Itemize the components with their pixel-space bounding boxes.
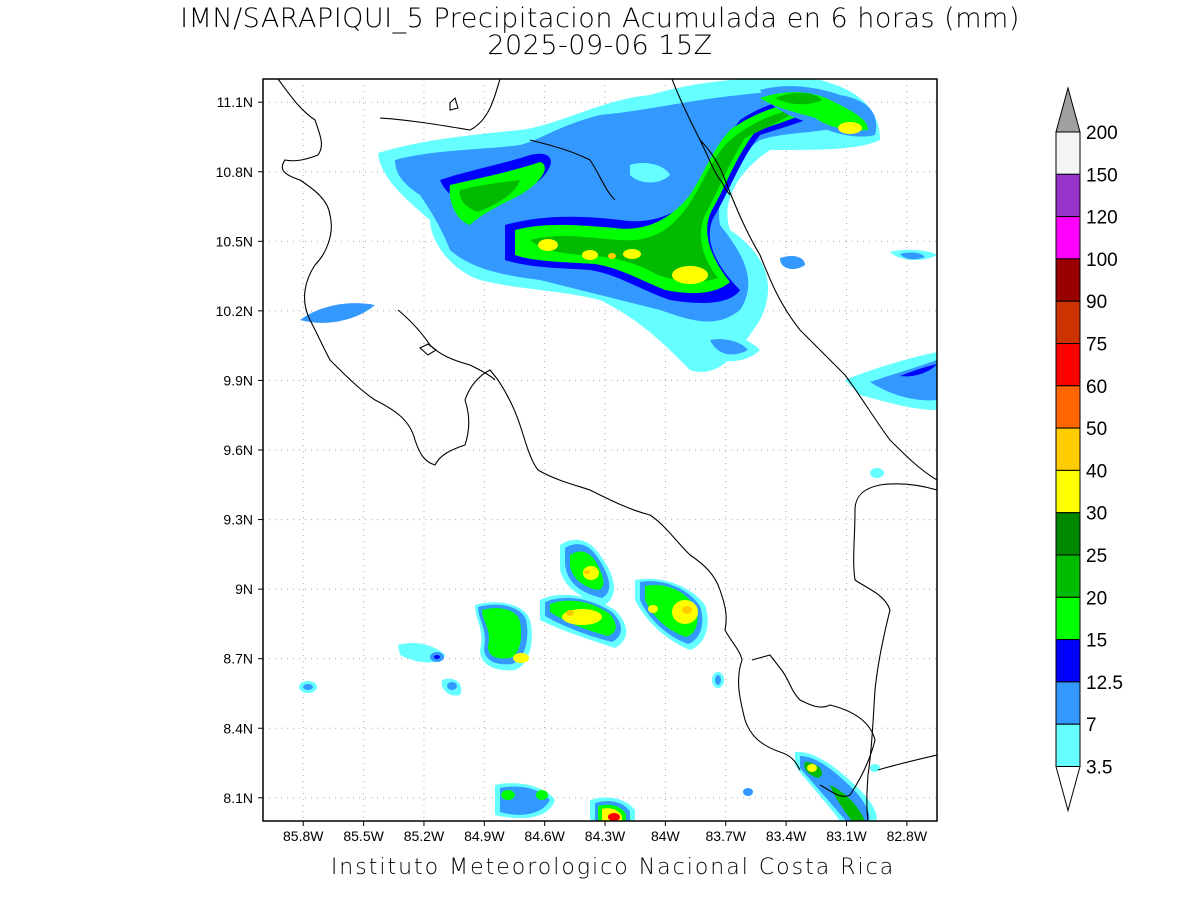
- river-sanjuan: [699, 139, 731, 196]
- lat-label: 8.4N: [223, 720, 253, 736]
- lon-label: 85.2W: [404, 828, 445, 844]
- colorbar-segment: [1055, 723, 1081, 768]
- lon-label: 84.6W: [524, 828, 565, 844]
- longitude-labels: 85.8W 85.5W 85.2W 84.9W 84.6W 84.3W 84W 83.7W 83…: [283, 828, 928, 844]
- colorbar-segment: [1055, 681, 1081, 725]
- lat-label: 10.2N: [216, 303, 253, 319]
- colorbar-level-label: 120: [1086, 208, 1118, 229]
- nicaragua-lake-shore: [529, 139, 616, 201]
- colorbar-level-label: 150: [1086, 165, 1118, 186]
- colorbar-legend: 200 150 120 100 90 75 60 50 40 30 25 20 15 12.5 7 3.5: [1055, 86, 1123, 813]
- lon-label: 84.9W: [464, 828, 505, 844]
- coastlines: [277, 79, 937, 821]
- colorbar-level-label: 40: [1086, 461, 1107, 482]
- colorbar-level-label: 20: [1086, 588, 1107, 609]
- map-datetime: 2025-09-06 15Z: [487, 30, 713, 61]
- lon-label: 84.3W: [585, 828, 626, 844]
- colorbar-segment: [1055, 343, 1081, 387]
- colorbar-level-label: 60: [1086, 377, 1107, 398]
- colorbar-segment: [1055, 131, 1081, 175]
- colorbar-segment: [1055, 596, 1081, 641]
- lat-label: 9.9N: [223, 372, 253, 388]
- lon-label: 85.8W: [283, 828, 324, 844]
- colorbar-top-arrow: [1055, 86, 1081, 133]
- pacific-coast-south: [738, 659, 801, 771]
- colorbar-level-label: 7: [1086, 715, 1097, 736]
- rain-area-north: [300, 79, 937, 372]
- colorbar-segment: [1055, 554, 1081, 598]
- panama-coast: [877, 754, 937, 771]
- colorbar-bottom-arrow: [1055, 766, 1081, 813]
- lat-label: 8.7N: [223, 651, 253, 667]
- pacific-coast-north: [277, 79, 743, 661]
- lon-label: 83.1W: [826, 828, 867, 844]
- lake-island: [449, 96, 459, 111]
- axis-ticks: [258, 101, 908, 826]
- nicaragua-border: [379, 79, 501, 131]
- map-title: IMN/SARAPIQUI_5 Precipitacion Acumulada …: [180, 3, 1020, 34]
- rain-area-south: [299, 539, 880, 821]
- lat-label: 10.8N: [216, 164, 253, 180]
- colorbar-level-label: 30: [1086, 504, 1107, 525]
- institution-credit: Instituto Meteorologico Nacional Costa R…: [330, 855, 896, 880]
- colorbar-level-label: 100: [1086, 250, 1118, 271]
- caribbean-coast: [671, 79, 937, 481]
- lat-label: 9N: [235, 581, 253, 597]
- lon-label: 85.5W: [343, 828, 384, 844]
- colorbar-segment: [1055, 427, 1081, 471]
- latitude-labels: 11.1N 10.8N 10.5N 10.2N 9.9N 9.6N 9.3N 9N 8.7N 8.…: [216, 94, 253, 806]
- lat-label: 8.1N: [223, 790, 253, 806]
- precipitation-field: [299, 79, 937, 821]
- colorbar-segment: [1055, 385, 1081, 429]
- lon-label: 83.4W: [766, 828, 807, 844]
- colorbar-level-label: 15: [1086, 631, 1107, 652]
- colorbar-segment: [1055, 258, 1081, 302]
- colorbar-level-label: 12.5: [1086, 673, 1123, 694]
- colorbar-segment: [1055, 512, 1081, 556]
- colorbar-level-label: 3.5: [1086, 758, 1112, 779]
- panama-border: [853, 483, 937, 821]
- colorbar-level-label: 200: [1086, 123, 1118, 144]
- colorbar-level-label: 75: [1086, 335, 1107, 356]
- colorbar-segment: [1055, 216, 1081, 260]
- colorbar-segment: [1055, 639, 1081, 683]
- colorbar-segment: [1055, 300, 1081, 345]
- lat-label: 10.5N: [216, 233, 253, 249]
- lat-label: 9.3N: [223, 512, 253, 528]
- colorbar-segment: [1055, 469, 1081, 514]
- colorbar-segment: [1055, 173, 1081, 218]
- osa-peninsula: [751, 654, 876, 797]
- lat-label: 11.1N: [217, 94, 253, 110]
- lon-label: 84W: [651, 828, 681, 844]
- colorbar-level-label: 25: [1086, 546, 1107, 567]
- lat-label: 9.6N: [223, 442, 253, 458]
- colorbar-level-label: 50: [1086, 419, 1107, 440]
- lon-label: 83.7W: [706, 828, 747, 844]
- rain-area-east: [845, 352, 937, 478]
- colorbar-level-label: 90: [1086, 292, 1107, 313]
- nicoya-gulf: [397, 309, 496, 381]
- lon-label: 82.8W: [887, 828, 928, 844]
- chira-island: [419, 343, 437, 356]
